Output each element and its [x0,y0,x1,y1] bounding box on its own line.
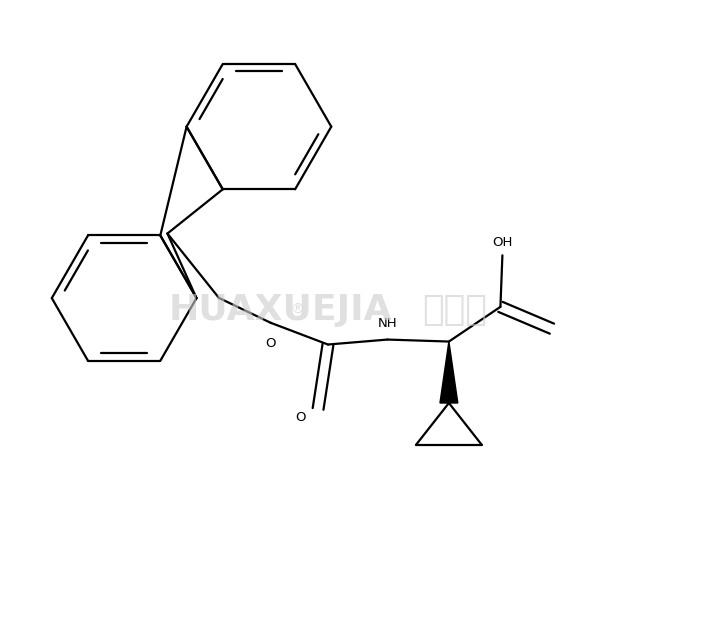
Text: OH: OH [492,236,513,249]
Polygon shape [440,342,458,403]
Text: NH: NH [378,317,397,330]
Text: HUAXUEJIA: HUAXUEJIA [169,293,392,327]
Text: 化学加: 化学加 [421,293,487,327]
Text: ®: ® [256,303,306,317]
Text: O: O [295,411,306,424]
Text: O: O [265,337,276,350]
